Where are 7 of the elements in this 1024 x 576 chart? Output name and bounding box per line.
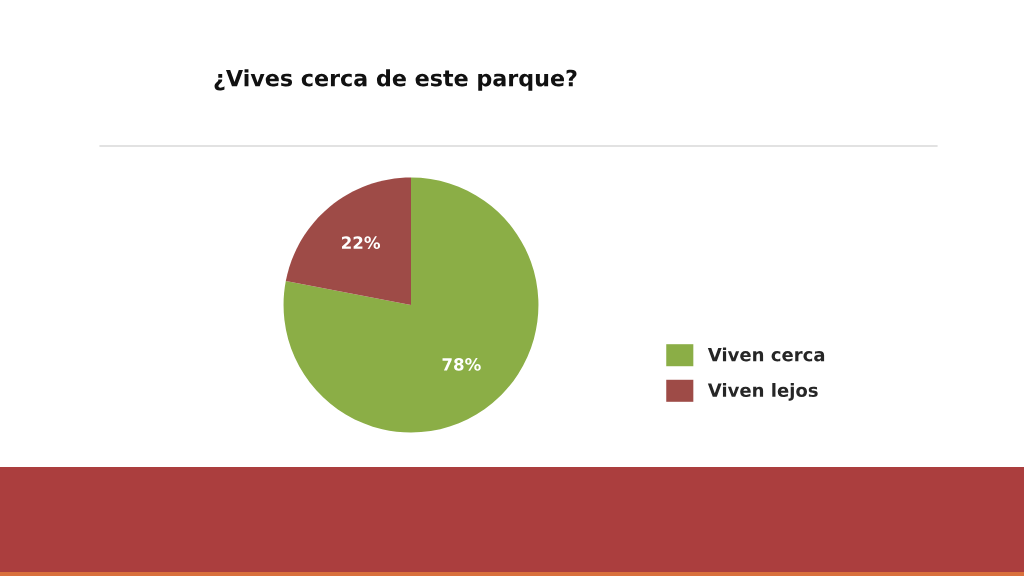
legend-label: Viven lejos bbox=[707, 383, 818, 401]
pie-slice bbox=[285, 177, 411, 305]
data-label: 78% bbox=[442, 358, 481, 371]
data-label: 22% bbox=[342, 236, 381, 249]
chart-title: ¿Vives cerca de este parque? bbox=[214, 69, 577, 91]
pie-slice bbox=[283, 177, 539, 433]
legend-label: Viven cerca bbox=[707, 347, 825, 362]
